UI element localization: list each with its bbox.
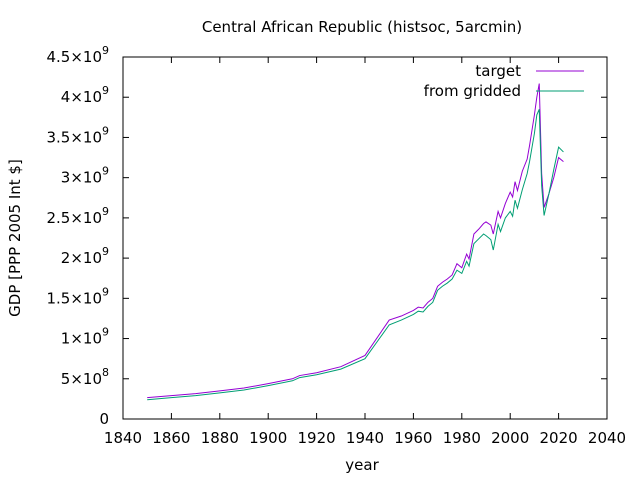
series-line-target xyxy=(147,83,564,399)
x-axis-label: year xyxy=(345,456,379,474)
chart-title: Central African Republic (histsoc, 5arcm… xyxy=(202,18,522,36)
y-tick-exponent: 9 xyxy=(102,84,109,97)
y-tick-label: 4×109 xyxy=(61,84,109,106)
y-tick-exponent: 9 xyxy=(102,245,109,258)
y-tick-mantissa: 5×10 xyxy=(61,370,102,388)
y-tick-exponent: 9 xyxy=(102,124,109,137)
legend-label: target xyxy=(475,62,521,80)
y-tick-exponent: 8 xyxy=(102,366,109,379)
legend-label: from gridded xyxy=(424,82,521,100)
y-tick-label: 1.5×109 xyxy=(46,285,109,307)
y-tick-mantissa: 4×10 xyxy=(61,88,102,106)
y-axis-label: GDP [PPP 2005 Int $] xyxy=(6,159,24,317)
series-line-from-gridded xyxy=(147,109,564,401)
x-tick-label: 1960 xyxy=(394,429,432,447)
y-tick-mantissa: 0 xyxy=(99,410,109,428)
y-tick-mantissa: 2.5×10 xyxy=(46,209,102,227)
x-tick-label: 2000 xyxy=(491,429,529,447)
y-tick-mantissa: 4.5×10 xyxy=(46,48,102,66)
y-tick-label: 2.5×109 xyxy=(46,205,109,227)
y-tick-label: 2×109 xyxy=(61,245,109,267)
y-tick-label: 3.5×109 xyxy=(46,124,109,146)
x-tick-label: 2040 xyxy=(588,429,626,447)
x-tick-label: 1900 xyxy=(249,429,287,447)
x-tick-label: 2020 xyxy=(540,429,578,447)
y-tick-exponent: 9 xyxy=(102,44,109,57)
y-tick-exponent: 9 xyxy=(102,285,109,298)
y-tick-label: 0 xyxy=(99,410,109,428)
y-axis-ticks: 05×1081×1091.5×1092×1092.5×1093×1093.5×1… xyxy=(46,44,607,428)
y-tick-mantissa: 3×10 xyxy=(61,169,102,187)
y-tick-mantissa: 1×10 xyxy=(61,330,102,348)
x-axis-ticks: 1840 1860 1880 1900 1920 1940 1960 1980 2000 2020… xyxy=(104,57,626,447)
x-tick-label: 1860 xyxy=(152,429,190,447)
y-tick-exponent: 9 xyxy=(102,165,109,178)
y-tick-label: 1×109 xyxy=(61,326,109,348)
x-tick-label: 1940 xyxy=(346,429,384,447)
y-tick-label: 3×109 xyxy=(61,165,109,187)
x-tick-label: 1880 xyxy=(201,429,239,447)
y-tick-exponent: 9 xyxy=(102,326,109,339)
y-tick-mantissa: 2×10 xyxy=(61,249,102,267)
y-tick-label: 4.5×109 xyxy=(46,44,109,66)
x-tick-label: 1920 xyxy=(298,429,336,447)
y-tick-label: 5×108 xyxy=(61,366,109,388)
y-tick-mantissa: 3.5×10 xyxy=(46,128,102,146)
series-layer xyxy=(147,83,564,401)
y-tick-mantissa: 1.5×10 xyxy=(46,289,102,307)
legend: target from gridded xyxy=(424,62,584,100)
x-tick-label: 1980 xyxy=(443,429,481,447)
x-tick-label: 1840 xyxy=(104,429,142,447)
y-tick-exponent: 9 xyxy=(102,205,109,218)
